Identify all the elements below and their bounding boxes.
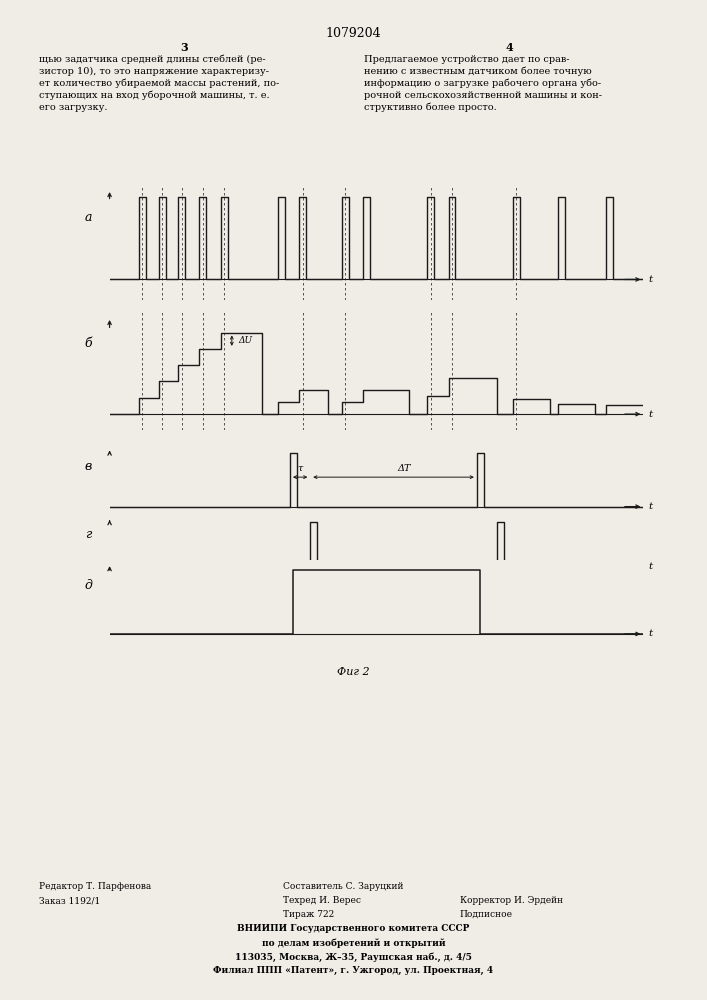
Text: г: г bbox=[85, 528, 92, 541]
Text: ΔT: ΔT bbox=[397, 464, 411, 473]
Text: t: t bbox=[649, 629, 653, 638]
Text: ВНИИПИ Государственного комитета СССР: ВНИИПИ Государственного комитета СССР bbox=[238, 924, 469, 933]
Text: τ₃: τ₃ bbox=[296, 577, 305, 586]
Text: Фиг 2: Фиг 2 bbox=[337, 667, 370, 677]
Text: t: t bbox=[649, 410, 653, 419]
Text: Редактор Т. Парфенова: Редактор Т. Парфенова bbox=[39, 882, 151, 891]
Text: б: б bbox=[85, 337, 92, 350]
Text: Предлагаемое устройство дает по срав-
нению с известным датчиком более точную
ин: Предлагаемое устройство дает по срав- не… bbox=[364, 55, 602, 112]
Text: Корректор И. Эрдейн: Корректор И. Эрдейн bbox=[460, 896, 563, 905]
Text: Заказ 1192/1: Заказ 1192/1 bbox=[39, 896, 100, 905]
Text: в: в bbox=[85, 460, 92, 473]
Text: τ: τ bbox=[298, 464, 303, 473]
Text: д: д bbox=[84, 579, 93, 592]
Text: 1079204: 1079204 bbox=[326, 27, 381, 40]
Text: 4: 4 bbox=[506, 42, 513, 53]
Text: Техред И. Верес: Техред И. Верес bbox=[283, 896, 361, 905]
Text: 113035, Москва, Ж–35, Раушская наб., д. 4/5: 113035, Москва, Ж–35, Раушская наб., д. … bbox=[235, 952, 472, 962]
Text: t: t bbox=[649, 562, 653, 571]
Text: Составитель С. Заруцкий: Составитель С. Заруцкий bbox=[283, 882, 403, 891]
Text: 3: 3 bbox=[180, 42, 187, 53]
Text: Тираж 722: Тираж 722 bbox=[283, 910, 334, 919]
Text: по делам изобретений и открытий: по делам изобретений и открытий bbox=[262, 938, 445, 948]
Text: ΔU: ΔU bbox=[238, 336, 252, 345]
Text: t: t bbox=[649, 275, 653, 284]
Text: щью задатчика средней длины стеблей (ре-
зистор 10), то это напряжение характери: щью задатчика средней длины стеблей (ре-… bbox=[39, 55, 279, 112]
Text: t: t bbox=[649, 502, 653, 511]
Text: Филиал ППП «Патент», г. Ужгород, ул. Проектная, 4: Филиал ППП «Патент», г. Ужгород, ул. Про… bbox=[214, 966, 493, 975]
Text: Подписное: Подписное bbox=[460, 910, 513, 919]
Text: а: а bbox=[85, 211, 92, 224]
